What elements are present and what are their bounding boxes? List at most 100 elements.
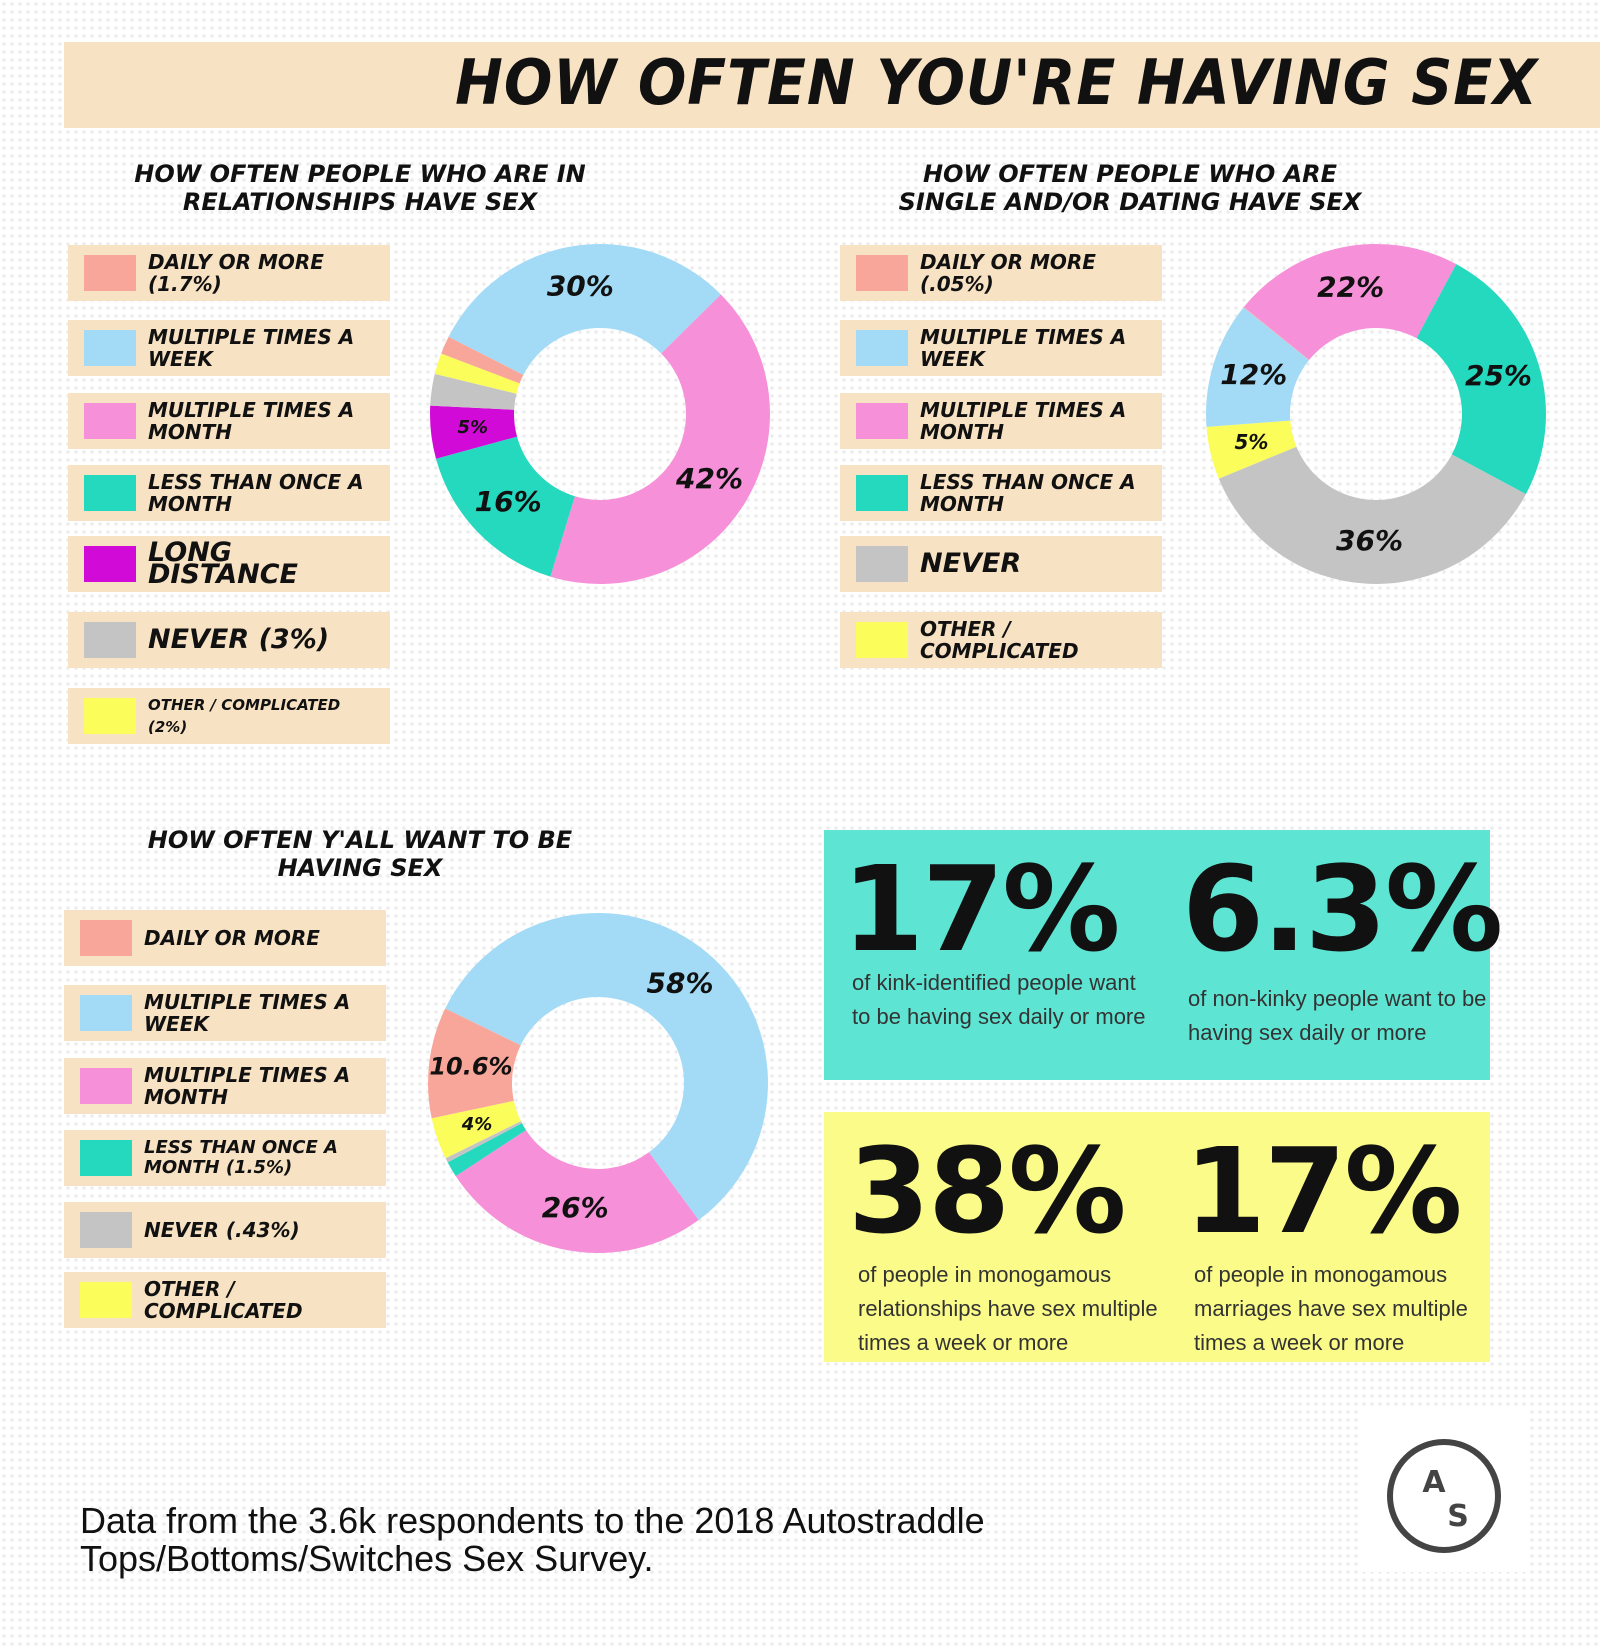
legend-item: DAILY OR MORE — [64, 910, 386, 966]
legend-item: OTHER / COMPLICATED (2%) — [68, 688, 390, 744]
donut-data-label: 5% — [1234, 430, 1268, 454]
daily-swatch-icon — [80, 920, 132, 956]
legend-label: LESS THAN ONCE A MONTH (1.5%) — [144, 1137, 338, 1178]
donut-data-label: 16% — [475, 485, 542, 518]
legend-item: OTHER / COMPLICATED — [840, 612, 1162, 668]
single-donut-chart: 22% 25% 36% 5% 12% — [1206, 244, 1546, 584]
want-title-line2: HAVING SEX — [277, 854, 443, 882]
donut-data-label: 4% — [461, 1114, 493, 1135]
relationships-section-title: HOW OFTEN PEOPLE WHO ARE IN RELATIONSHIP… — [110, 160, 610, 216]
donut-slice — [430, 373, 517, 410]
logo-ring — [1387, 1439, 1501, 1553]
legend-label: OTHER / COMPLICATED — [144, 1277, 303, 1323]
want-donut-chart: 58% 26% 4% 10.6% — [428, 913, 768, 1253]
donut-data-label: 25% — [1465, 359, 1532, 392]
legend-label: MULTIPLE TIMES A MONTH — [148, 398, 355, 444]
legend-item: NEVER (.43%) — [64, 1202, 386, 1258]
rare-swatch-icon — [84, 475, 136, 511]
rare-swatch-icon — [856, 475, 908, 511]
donut-slice — [428, 1008, 521, 1119]
donut-slice — [455, 1130, 699, 1253]
legend-item: MULTIPLE TIMES A WEEK — [840, 320, 1162, 376]
want-section-title: HOW OFTEN Y'ALL WANT TO BE HAVING SEX — [110, 826, 610, 882]
legend-label: OTHER / COMPLICATED (2%) — [148, 696, 341, 736]
relationships-title-line2: RELATIONSHIPS HAVE SEX — [182, 188, 538, 216]
legend-item: LESS THAN ONCE A MONTH — [68, 465, 390, 521]
daily-swatch-icon — [84, 255, 136, 291]
legend-item: LESS THAN ONCE A MONTH (1.5%) — [64, 1130, 386, 1186]
donut-slice — [434, 353, 520, 394]
never-swatch-icon — [84, 622, 136, 658]
autostraddle-logo: A S — [1362, 1408, 1526, 1572]
legend-item: MULTIPLE TIMES A WEEK — [64, 985, 386, 1041]
legend-label: DAILY OR MORE (1.7%) — [148, 250, 324, 296]
want-title-line1: HOW OFTEN Y'ALL WANT TO BE — [147, 826, 573, 854]
legend-item: MULTIPLE TIMES A WEEK — [68, 320, 390, 376]
donut-slice — [435, 436, 575, 577]
donut-data-label: 12% — [1220, 358, 1287, 391]
donut-data-label: 5% — [457, 417, 488, 438]
legend-label: LESS THAN ONCE A MONTH — [920, 470, 1136, 516]
legend-item: MULTIPLE TIMES A MONTH — [840, 393, 1162, 449]
donut-slice — [430, 405, 518, 459]
nonkink-stat-text: of non-kinky people want to be having se… — [1188, 986, 1487, 1045]
legend-item: LONG DISTANCE — [68, 536, 390, 592]
donut-slice — [447, 1123, 527, 1177]
weekly-swatch-icon — [80, 995, 132, 1031]
donut-data-label: 58% — [647, 967, 714, 1000]
donut-slice — [1243, 244, 1457, 360]
legend-label: DAILY OR MORE (.05%) — [920, 250, 1096, 296]
legend-label: NEVER — [920, 548, 1022, 579]
donut-slice — [550, 294, 771, 585]
donut-slice — [1206, 307, 1309, 427]
mono-relationship-stat-text: of people in monogamous relationships ha… — [858, 1262, 1158, 1355]
donut-slice — [1243, 307, 1310, 361]
weekly-swatch-icon — [856, 330, 908, 366]
daily-swatch-icon — [856, 255, 908, 291]
donut-data-label: 22% — [1317, 271, 1384, 304]
mono-relationship-stat-value: 38% — [848, 1122, 1126, 1260]
legend-label: NEVER (3%) — [148, 624, 330, 655]
page-title: HOW OFTEN YOU'RE HAVING SEX — [455, 46, 1538, 119]
single-title-line1: HOW OFTEN PEOPLE WHO ARE — [922, 160, 1338, 188]
legend-label: NEVER (.43%) — [144, 1218, 300, 1242]
legend-label: LESS THAN ONCE A MONTH — [148, 470, 364, 516]
other-swatch-icon — [80, 1282, 132, 1318]
single-title-line2: SINGLE AND/OR DATING HAVE SEX — [898, 188, 1362, 216]
legend-label: MULTIPLE TIMES A MONTH — [144, 1063, 351, 1109]
donut-slice — [445, 913, 768, 1221]
relationships-donut-chart: 30% 42% 16% 5% — [430, 243, 771, 585]
donut-data-label: 36% — [1336, 524, 1403, 557]
rare-swatch-icon — [80, 1140, 132, 1176]
logo-letter-s: S — [1447, 1499, 1469, 1534]
source-footnote: Data from the 3.6k respondents to the 20… — [80, 1500, 985, 1579]
monogamy-stats-box: 38% of people in monogamous relationship… — [824, 1112, 1490, 1362]
kink-stats-box: 17% of kink-identified people want to be… — [824, 830, 1503, 1080]
legend-label: MULTIPLE TIMES A WEEK — [148, 325, 355, 371]
legend-label: LONG DISTANCE — [148, 537, 298, 590]
donut-slice — [1416, 264, 1546, 495]
donut-data-label: 10.6% — [429, 1052, 512, 1080]
legend-item: NEVER — [840, 536, 1162, 592]
donut-data-label: 26% — [542, 1191, 609, 1224]
other-swatch-icon — [856, 622, 908, 658]
donut-slice — [1218, 446, 1526, 584]
nonkink-stat-value: 6.3% — [1182, 840, 1503, 978]
never-swatch-icon — [856, 546, 908, 582]
long-distance-swatch-icon — [84, 546, 136, 582]
mono-marriage-stat-text: of people in monogamous marriages have s… — [1194, 1262, 1468, 1355]
legend-item: OTHER / COMPLICATED — [64, 1272, 386, 1328]
legend-label: DAILY OR MORE — [144, 926, 320, 950]
donut-slice — [441, 336, 524, 384]
legend-label: MULTIPLE TIMES A WEEK — [144, 990, 351, 1036]
donut-data-label: 30% — [547, 270, 614, 303]
kink-stat-value: 17% — [842, 840, 1120, 978]
monthly-swatch-icon — [84, 403, 136, 439]
donut-slice — [1206, 420, 1297, 479]
donut-slice — [448, 243, 721, 375]
legend-item: LESS THAN ONCE A MONTH — [840, 465, 1162, 521]
title-banner: HOW OFTEN YOU'RE HAVING SEX — [64, 42, 1600, 128]
logo-letter-a: A — [1422, 1465, 1446, 1500]
other-swatch-icon — [84, 698, 136, 734]
monthly-swatch-icon — [80, 1068, 132, 1104]
